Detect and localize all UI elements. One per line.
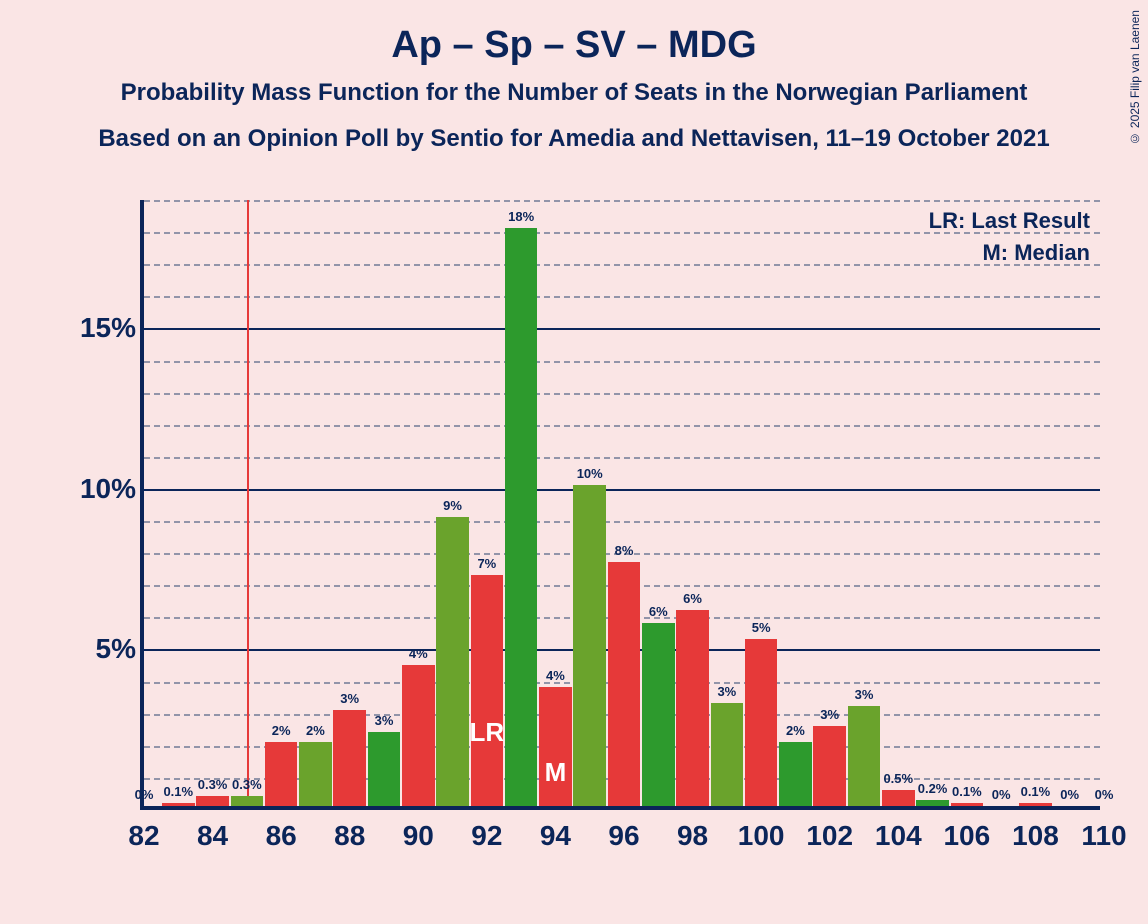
- median-annotation: M: [545, 757, 567, 788]
- bar: [676, 610, 709, 806]
- x-axis-tick: 88: [334, 820, 365, 852]
- bar: [813, 726, 846, 806]
- bar: [1019, 803, 1052, 806]
- bar-value-label: 6%: [663, 591, 723, 606]
- plot-region: LR: Last Result M: Median 5%10%15%0%0.1%…: [140, 200, 1100, 810]
- x-axis-tick: 92: [471, 820, 502, 852]
- bar: [848, 706, 881, 806]
- y-axis-tick: 5%: [66, 633, 136, 665]
- x-axis-tick: 100: [738, 820, 785, 852]
- bar-value-label: 3%: [834, 687, 894, 702]
- x-axis-tick: 110: [1081, 820, 1126, 852]
- bar: [642, 623, 675, 806]
- x-axis-tick: 84: [197, 820, 228, 852]
- bar: [779, 742, 812, 806]
- bar: [368, 732, 401, 806]
- chart-area: LR: Last Result M: Median 5%10%15%0%0.1%…: [60, 200, 1120, 880]
- chart-subtitle-1: Probability Mass Function for the Number…: [0, 79, 1148, 107]
- bar: [951, 803, 984, 806]
- bar: [299, 742, 332, 806]
- y-axis-tick: 15%: [66, 312, 136, 344]
- bar: [573, 485, 606, 806]
- bar: [711, 703, 744, 806]
- bar-value-label: 10%: [560, 466, 620, 481]
- y-axis-tick: 10%: [66, 473, 136, 505]
- x-axis-tick: 106: [943, 820, 990, 852]
- bar-value-label: 9%: [423, 498, 483, 513]
- bar: [231, 796, 264, 806]
- bar-value-label: 8%: [594, 543, 654, 558]
- copyright-text: © 2025 Filip van Laenen: [1128, 10, 1142, 145]
- x-axis-tick: 86: [266, 820, 297, 852]
- bar-value-label: 18%: [491, 209, 551, 224]
- bars-container: 0%0.1%0.3%0.3%2%2%3%3%4%9%7%18%4%10%8%6%…: [144, 200, 1100, 806]
- bar: [505, 228, 538, 806]
- x-axis-tick: 94: [540, 820, 571, 852]
- x-axis-tick: 98: [677, 820, 708, 852]
- bar: [402, 665, 435, 806]
- bar: [471, 575, 504, 806]
- x-axis-tick: 82: [128, 820, 159, 852]
- bar: [162, 803, 195, 806]
- bar: [916, 800, 949, 806]
- bar: [196, 796, 229, 806]
- x-axis-tick: 96: [608, 820, 639, 852]
- bar-value-label: 5%: [731, 620, 791, 635]
- bar-value-label: 3%: [320, 691, 380, 706]
- chart-title: Ap – Sp – SV – MDG: [0, 0, 1148, 67]
- x-axis-tick: 108: [1012, 820, 1059, 852]
- lr-annotation: LR: [470, 717, 505, 748]
- bar: [265, 742, 298, 806]
- bar: [539, 687, 572, 806]
- bar: [608, 562, 641, 806]
- x-axis-tick: 104: [875, 820, 922, 852]
- chart-subtitle-2: Based on an Opinion Poll by Sentio for A…: [0, 125, 1148, 153]
- bar-value-label: 0%: [1074, 787, 1134, 802]
- x-axis-tick: 90: [403, 820, 434, 852]
- x-axis-tick: 102: [806, 820, 853, 852]
